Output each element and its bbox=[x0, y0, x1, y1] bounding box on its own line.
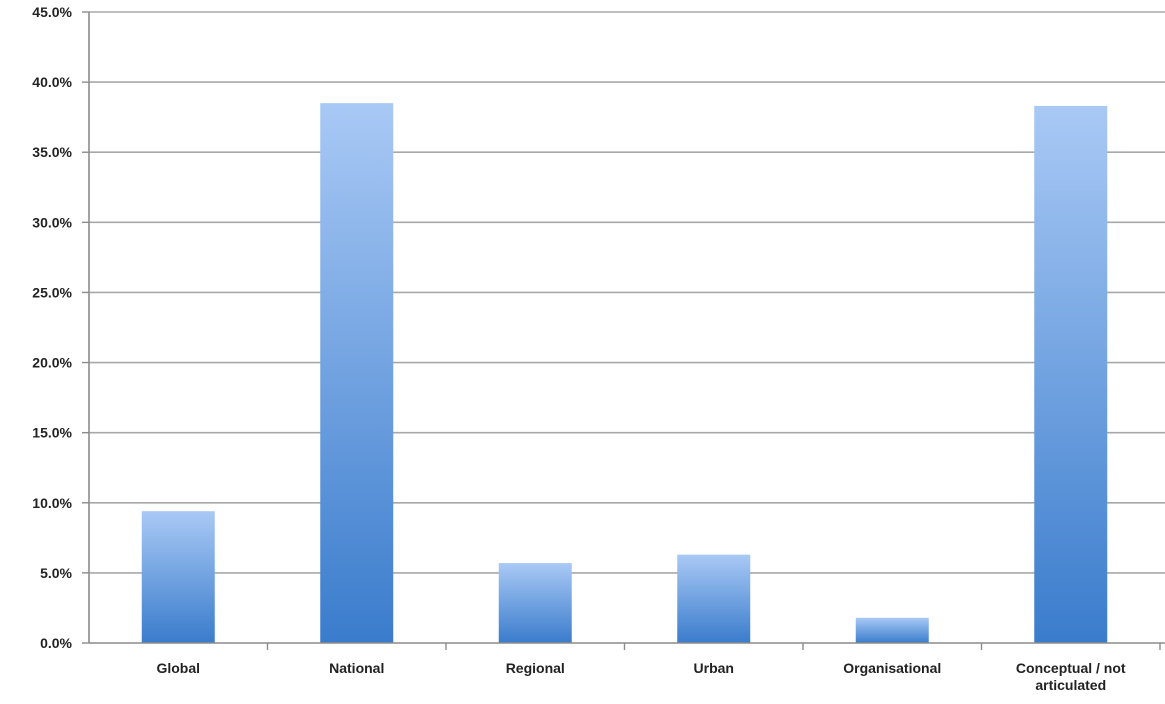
x-tick-label-1: National bbox=[329, 660, 384, 676]
axes bbox=[88, 12, 1165, 644]
bars bbox=[141, 103, 1108, 643]
x-tick-label-1-line-0: National bbox=[329, 660, 384, 676]
x-tick-label-3-line-0: Urban bbox=[694, 660, 734, 676]
x-tick-label-3: Urban bbox=[694, 660, 734, 676]
y-tick-label-3: 15.0% bbox=[32, 425, 72, 441]
x-tick-label-4: Organisational bbox=[843, 660, 941, 676]
y-tick-label-4: 20.0% bbox=[32, 355, 72, 371]
bar-conceptual-not-articulated bbox=[1034, 105, 1108, 643]
y-tick-label-5: 25.0% bbox=[32, 284, 72, 300]
y-tick-label-0: 0.0% bbox=[40, 635, 72, 651]
y-tick-label-7: 35.0% bbox=[32, 144, 72, 160]
y-tick-label-1: 5.0% bbox=[40, 565, 72, 581]
gridlines bbox=[82, 11, 1165, 644]
x-tick-label-4-line-0: Organisational bbox=[843, 660, 941, 676]
x-tick-label-0: Global bbox=[156, 660, 200, 676]
x-tick-label-0-line-0: Global bbox=[156, 660, 200, 676]
y-axis-tick-labels: 0.0% 5.0% 10.0% 15.0% 20.0% 25.0% 30.0% 35.0% 40… bbox=[32, 4, 72, 651]
x-tick-label-2: Regional bbox=[506, 660, 565, 676]
bar-organisational bbox=[855, 617, 929, 643]
bar-urban bbox=[677, 554, 751, 643]
y-tick-label-8: 40.0% bbox=[32, 74, 72, 90]
y-tick-label-2: 10.0% bbox=[32, 495, 72, 511]
bar-global bbox=[141, 511, 215, 643]
x-tick-label-5-line-1: articulated bbox=[1035, 677, 1106, 693]
y-tick-label-9: 45.0% bbox=[32, 4, 72, 20]
bar-regional bbox=[498, 563, 572, 643]
x-axis-tick-labels: Global National Regional Urban Organisationa… bbox=[156, 643, 1161, 693]
bar-national bbox=[320, 103, 394, 643]
x-tick-label-2-line-0: Regional bbox=[506, 660, 565, 676]
x-tick-label-5-line-0: Conceptual / not bbox=[1016, 660, 1126, 676]
x-tick-label-5: Conceptual / not articulated bbox=[1016, 660, 1126, 693]
y-tick-label-6: 30.0% bbox=[32, 214, 72, 230]
